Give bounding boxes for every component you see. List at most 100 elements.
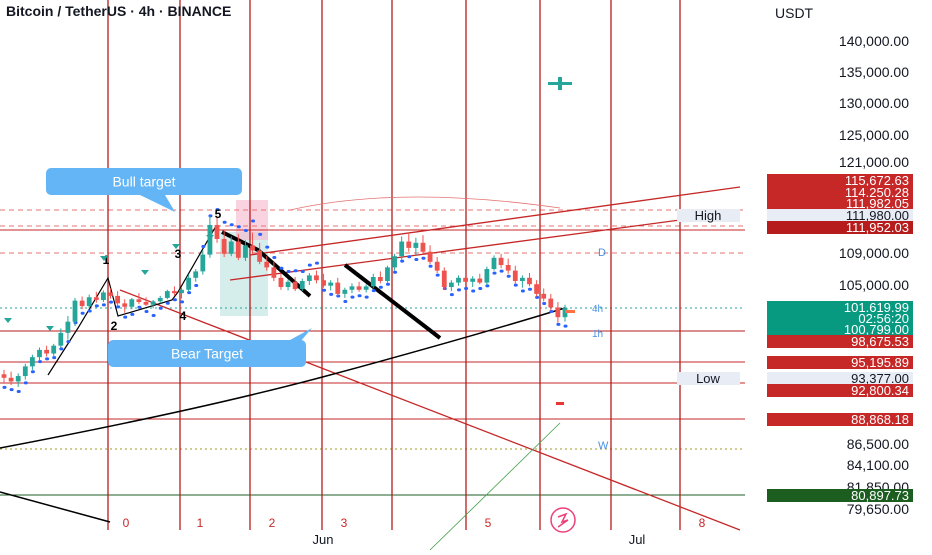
- indicator-dot: [116, 305, 121, 309]
- price-badge: 88,868.18: [767, 412, 913, 427]
- price-badge-bg: [767, 372, 913, 385]
- candle-body: [370, 277, 376, 287]
- y-axis-tick: 79,650.00: [847, 501, 909, 517]
- candle-body: [22, 366, 28, 377]
- candle-body: [292, 281, 298, 290]
- price-badge-bg: [767, 209, 913, 222]
- candle: [534, 280, 539, 297]
- buy-marker: [206, 235, 214, 240]
- price-tag-bg: [677, 372, 740, 385]
- price-badge-bg: [767, 384, 913, 397]
- candle-body: [328, 282, 334, 286]
- plot-area[interactable]: [0, 0, 745, 550]
- candle: [257, 242, 263, 265]
- candle: [370, 273, 376, 289]
- indicator-dot: [343, 299, 348, 303]
- current-marker: [565, 310, 575, 313]
- indicator-dot: [506, 274, 511, 278]
- candle-body: [15, 376, 21, 382]
- candle-body: [157, 297, 163, 302]
- candle-body: [477, 278, 483, 283]
- candle-body: [8, 377, 14, 382]
- indicator-dot: [286, 270, 291, 273]
- price-badge-label: 02:56:20: [858, 311, 909, 326]
- candle: [86, 294, 92, 309]
- candle-body: [200, 254, 206, 272]
- candle: [413, 237, 419, 256]
- candle: [271, 261, 277, 281]
- price-badge-label: 93,377.00: [851, 371, 909, 386]
- candle: [505, 258, 511, 274]
- y-axis-tick: 105,000.00: [839, 277, 909, 293]
- candle-body: [377, 277, 383, 281]
- candle: [44, 345, 50, 357]
- price-badge-bg: [767, 301, 913, 314]
- candle: [65, 316, 71, 340]
- candle: [93, 291, 99, 303]
- candle-body: [271, 267, 277, 278]
- indicator-dot: [378, 285, 383, 289]
- y-axis-tick: 130,000.00: [839, 95, 909, 111]
- price-axis-panel[interactable]: [745, 0, 932, 550]
- price-badge: 92,800.34: [767, 383, 913, 398]
- candle: [420, 235, 426, 255]
- candle: [541, 288, 547, 302]
- candle: [477, 273, 483, 285]
- candle-body: [30, 357, 35, 367]
- indicator-dot: [464, 287, 469, 291]
- green-curve: [429, 422, 561, 551]
- candle: [519, 275, 525, 288]
- indicator-dot: [535, 295, 540, 299]
- indicator-dot: [563, 324, 568, 328]
- candle-body: [136, 299, 142, 303]
- candle: [1, 369, 7, 383]
- price-badge: 111,982.05: [767, 196, 913, 211]
- bear-leg-2: [343, 263, 442, 340]
- indicator-dot: [556, 322, 561, 326]
- price-badge: 95,195.89: [767, 355, 913, 370]
- candle-body: [463, 277, 468, 282]
- candle-body: [321, 280, 326, 286]
- candle-body: [58, 332, 64, 346]
- candle: [349, 283, 355, 294]
- candle: [292, 277, 298, 292]
- indicator-dot: [513, 283, 518, 287]
- indicator-dot: [293, 269, 298, 273]
- candle-body: [456, 277, 461, 283]
- annotation-label: 4h: [592, 304, 603, 315]
- price-badge-bg: [767, 323, 913, 336]
- indicator-dot: [23, 381, 28, 385]
- candle: [470, 276, 476, 288]
- candle-body: [65, 321, 71, 333]
- candle: [250, 232, 255, 254]
- candle-body: [101, 292, 106, 300]
- indicator-dot: [2, 385, 7, 389]
- candle-body: [306, 275, 312, 281]
- price-badge-label: 92,800.34: [851, 383, 909, 398]
- ma-lower: [0, 491, 111, 523]
- indicator-dot: [109, 300, 114, 304]
- candle-body: [555, 307, 561, 318]
- price-badge: 80,897.73: [767, 488, 913, 503]
- indicator-dot: [258, 232, 263, 236]
- indicator-dot: [16, 389, 21, 393]
- price-badges: 115,672.63114,250.28111,982.05111,980.00…: [677, 173, 913, 503]
- candle-body: [93, 297, 99, 300]
- wave-label: 2: [111, 319, 118, 333]
- y-axis-tick: 121,000.00: [839, 154, 909, 170]
- price-badge-label: 101,619.99: [844, 300, 909, 315]
- candle-body: [527, 277, 532, 285]
- candle: [193, 269, 199, 282]
- candle-body: [51, 345, 57, 354]
- bear-target-callout: Bear Target: [108, 328, 312, 367]
- annotation-label: 1h: [592, 329, 603, 340]
- y-axis-tick: 135,000.00: [839, 64, 909, 80]
- candle: [498, 253, 504, 269]
- candle: [299, 278, 305, 292]
- indicator-dot: [272, 256, 277, 259]
- candle: [108, 288, 113, 299]
- indicator-dot: [307, 263, 312, 267]
- price-badge-label: 114,250.28: [845, 185, 909, 200]
